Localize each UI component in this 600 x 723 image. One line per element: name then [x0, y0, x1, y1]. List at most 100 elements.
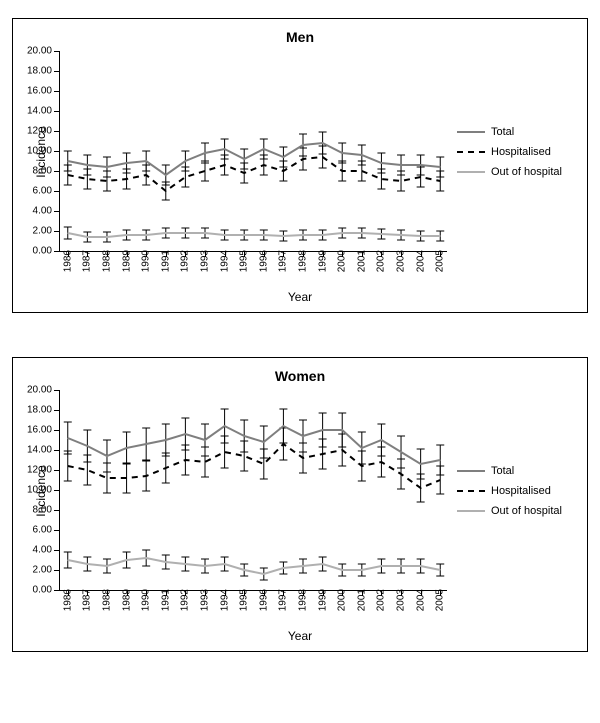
chart-panel-men: Men Incidence0.002.004.006.008.0010.0012.…: [12, 18, 588, 313]
x-tick-label: 2005: [435, 589, 446, 611]
x-tick-label: 1993: [199, 250, 210, 272]
y-tick: [54, 251, 60, 252]
x-tick-label: 1994: [219, 250, 230, 272]
x-tick-label: 1992: [180, 250, 191, 272]
legend-label: Hospitalised: [491, 485, 551, 497]
legend-swatch-icon: [457, 484, 485, 498]
x-tick-label: 1986: [62, 250, 73, 272]
x-tick-label: 1988: [101, 250, 112, 272]
x-tick-label: 1999: [317, 250, 328, 272]
y-tick-label: 12.00: [16, 126, 52, 137]
y-tick-label: 10.00: [16, 146, 52, 157]
plot-wrap: Incidence0.002.004.006.008.0010.0012.001…: [59, 390, 447, 591]
x-tick-label: 2002: [376, 589, 387, 611]
x-tick-label: 1991: [160, 589, 171, 611]
chart-svg: [60, 51, 448, 251]
y-tick-label: 12.00: [16, 465, 52, 476]
series-line-total: [68, 143, 440, 175]
y-tick-label: 8.00: [16, 505, 52, 516]
legend-item-out: Out of hospital: [457, 165, 577, 179]
x-tick-label: 2002: [376, 250, 387, 272]
x-tick-label: 1986: [62, 589, 73, 611]
y-tick-label: 0.00: [16, 246, 52, 257]
x-tick-label: 1998: [298, 589, 309, 611]
x-tick-label: 2003: [396, 589, 407, 611]
y-tick-label: 20.00: [16, 46, 52, 57]
x-tick-label: 1995: [239, 250, 250, 272]
y-tick-label: 4.00: [16, 545, 52, 556]
legend-label: Out of hospital: [491, 166, 562, 178]
x-axis-label: Year: [23, 290, 577, 304]
error-bar: [201, 447, 209, 477]
x-tick-label: 1989: [121, 250, 132, 272]
legend-label: Hospitalised: [491, 146, 551, 158]
legend-label: Out of hospital: [491, 505, 562, 517]
series-line-out: [68, 233, 440, 237]
legend-swatch-icon: [457, 504, 485, 518]
error-bar: [181, 167, 189, 187]
y-tick-label: 16.00: [16, 86, 52, 97]
x-tick-label: 1994: [219, 589, 230, 611]
x-tick-label: 1990: [141, 589, 152, 611]
y-tick-label: 6.00: [16, 186, 52, 197]
legend-swatch-icon: [457, 145, 485, 159]
x-tick-label: 1999: [317, 589, 328, 611]
legend-item-total: Total: [457, 125, 577, 139]
plot-area: 0.002.004.006.008.0010.0012.0014.0016.00…: [59, 390, 447, 591]
x-tick-label: 1996: [258, 250, 269, 272]
series-line-out: [68, 558, 440, 574]
legend-item-out: Out of hospital: [457, 504, 577, 518]
error-bar: [83, 455, 91, 485]
x-tick-label: 1987: [82, 589, 93, 611]
chart-title: Men: [23, 29, 577, 45]
x-tick-label: 1991: [160, 250, 171, 272]
x-tick-label: 2001: [356, 589, 367, 611]
y-tick-label: 2.00: [16, 226, 52, 237]
y-tick-label: 8.00: [16, 166, 52, 177]
legend: Total Hospitalised Out of hospital: [457, 458, 577, 524]
chart-title: Women: [23, 368, 577, 384]
legend-swatch-icon: [457, 165, 485, 179]
y-tick-label: 0.00: [16, 585, 52, 596]
legend-swatch-icon: [457, 125, 485, 139]
error-bar: [260, 449, 268, 479]
x-tick-label: 2004: [415, 589, 426, 611]
x-axis-label: Year: [23, 629, 577, 643]
x-tick-label: 1993: [199, 589, 210, 611]
y-tick-label: 14.00: [16, 106, 52, 117]
x-tick-label: 1992: [180, 589, 191, 611]
chart-svg: [60, 390, 448, 590]
x-tick-label: 1989: [121, 589, 132, 611]
x-tick-label: 2003: [396, 250, 407, 272]
series-line-hosp: [68, 444, 440, 488]
legend: Total Hospitalised Out of hospital: [457, 119, 577, 185]
x-tick-label: 2001: [356, 250, 367, 272]
x-tick-label: 1995: [239, 589, 250, 611]
error-bar: [103, 463, 111, 493]
legend-item-hosp: Hospitalised: [457, 145, 577, 159]
y-tick-label: 10.00: [16, 485, 52, 496]
x-tick-label: 2000: [337, 250, 348, 272]
y-tick: [54, 590, 60, 591]
legend-label: Total: [491, 465, 514, 477]
y-tick-label: 20.00: [16, 385, 52, 396]
chart-panel-women: Women Incidence0.002.004.006.008.0010.001…: [12, 357, 588, 652]
x-tick-label: 2005: [435, 250, 446, 272]
x-tick-label: 2004: [415, 250, 426, 272]
legend-swatch-icon: [457, 464, 485, 478]
x-tick-label: 1996: [258, 589, 269, 611]
x-tick-label: 1998: [298, 250, 309, 272]
x-tick-label: 1997: [278, 250, 289, 272]
y-tick-label: 18.00: [16, 405, 52, 416]
plot-area: 0.002.004.006.008.0010.0012.0014.0016.00…: [59, 51, 447, 252]
y-tick-label: 14.00: [16, 445, 52, 456]
x-tick-label: 1987: [82, 250, 93, 272]
y-tick-label: 18.00: [16, 66, 52, 77]
y-tick-label: 6.00: [16, 525, 52, 536]
x-tick-label: 2000: [337, 589, 348, 611]
y-tick-label: 16.00: [16, 425, 52, 436]
legend-label: Total: [491, 126, 514, 138]
legend-item-hosp: Hospitalised: [457, 484, 577, 498]
y-tick-label: 2.00: [16, 565, 52, 576]
plot-wrap: Incidence0.002.004.006.008.0010.0012.001…: [59, 51, 447, 252]
